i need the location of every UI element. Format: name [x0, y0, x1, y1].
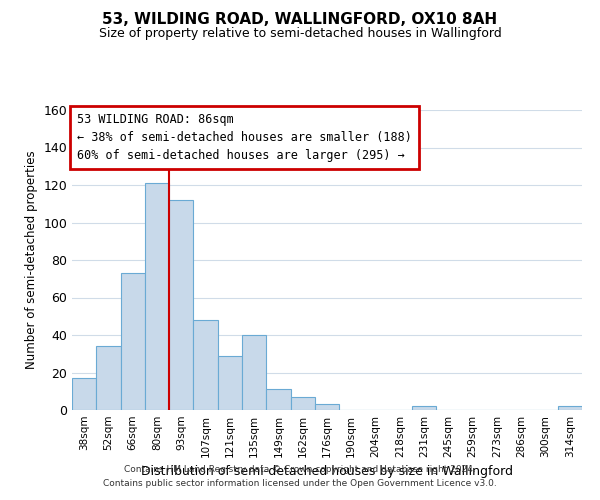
Y-axis label: Number of semi-detached properties: Number of semi-detached properties	[25, 150, 38, 370]
Text: Contains HM Land Registry data © Crown copyright and database right 2024.
Contai: Contains HM Land Registry data © Crown c…	[103, 466, 497, 487]
Bar	[193, 320, 218, 410]
Bar	[72, 378, 96, 410]
Bar	[266, 390, 290, 410]
Bar	[558, 406, 582, 410]
Bar	[242, 335, 266, 410]
Bar	[169, 200, 193, 410]
Bar	[315, 404, 339, 410]
Bar	[218, 356, 242, 410]
X-axis label: Distribution of semi-detached houses by size in Wallingford: Distribution of semi-detached houses by …	[141, 466, 513, 478]
Bar	[412, 406, 436, 410]
Bar	[145, 183, 169, 410]
Text: 53, WILDING ROAD, WALLINGFORD, OX10 8AH: 53, WILDING ROAD, WALLINGFORD, OX10 8AH	[103, 12, 497, 28]
Text: Size of property relative to semi-detached houses in Wallingford: Size of property relative to semi-detach…	[98, 28, 502, 40]
Bar	[290, 397, 315, 410]
Bar	[96, 346, 121, 410]
Text: 53 WILDING ROAD: 86sqm
← 38% of semi-detached houses are smaller (188)
60% of se: 53 WILDING ROAD: 86sqm ← 38% of semi-det…	[77, 113, 412, 162]
Bar	[121, 273, 145, 410]
